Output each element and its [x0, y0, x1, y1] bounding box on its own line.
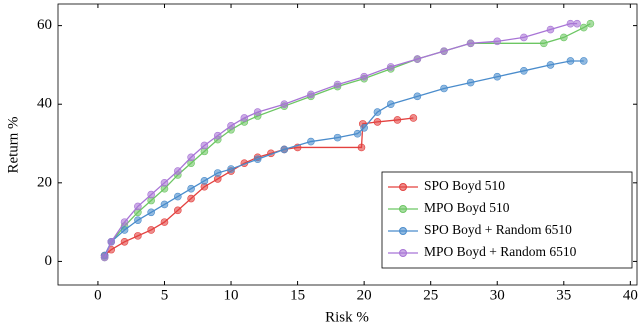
- marker: [440, 47, 448, 55]
- marker: [120, 237, 129, 246]
- marker: [566, 19, 575, 28]
- marker: [173, 192, 182, 201]
- marker: [360, 72, 368, 81]
- marker: [187, 194, 195, 203]
- legend-label: SPO Boyd 510: [424, 178, 505, 193]
- marker: [546, 25, 555, 34]
- marker: [213, 131, 222, 140]
- marker: [393, 116, 402, 124]
- marker: [160, 218, 169, 226]
- marker: [120, 226, 129, 234]
- marker: [520, 33, 528, 42]
- y-tick-label: 0: [45, 253, 53, 269]
- marker: [307, 137, 315, 146]
- x-tick-label: 25: [423, 287, 438, 303]
- legend-label: MPO Boyd + Random 6510: [424, 244, 577, 259]
- legend-marker: [399, 227, 407, 235]
- marker: [373, 108, 382, 116]
- marker: [134, 202, 142, 211]
- x-tick-label: 10: [224, 287, 239, 303]
- marker: [357, 143, 366, 152]
- marker: [173, 167, 182, 175]
- marker: [200, 177, 209, 185]
- legend-marker: [399, 205, 407, 213]
- marker: [353, 129, 362, 138]
- legend-label: MPO Boyd 510: [424, 200, 510, 215]
- legend: SPO Boyd 510 MPO Boyd 510 SPO Boyd + Rando…: [381, 171, 633, 269]
- legend-marker: [399, 183, 407, 191]
- marker: [240, 114, 249, 122]
- legend-box: [381, 171, 633, 269]
- marker: [559, 33, 568, 42]
- x-tick-label: 40: [623, 287, 638, 303]
- x-tick-label: 5: [161, 287, 169, 303]
- x-tick-label: 0: [94, 287, 102, 303]
- marker: [579, 23, 588, 32]
- x-tick-label: 35: [556, 287, 571, 303]
- marker: [413, 55, 422, 63]
- plot-frame: [57, 3, 638, 286]
- marker: [187, 153, 195, 162]
- marker: [579, 57, 588, 65]
- marker: [160, 200, 169, 209]
- marker: [493, 37, 502, 46]
- legend-label: SPO Boyd + Random 6510: [424, 222, 572, 237]
- marker: [253, 108, 262, 116]
- marker: [107, 237, 116, 246]
- legend-marker: [399, 249, 407, 257]
- marker: [280, 100, 289, 109]
- marker: [386, 100, 395, 109]
- x-tick-label: 30: [490, 287, 505, 303]
- marker: [520, 67, 528, 75]
- marker: [134, 232, 142, 240]
- marker: [187, 184, 195, 193]
- marker: [147, 208, 155, 217]
- marker: [440, 84, 448, 93]
- marker: [134, 216, 142, 224]
- marker: [409, 114, 418, 122]
- marker: [413, 92, 422, 101]
- marker: [147, 190, 155, 199]
- x-tick-label: 15: [290, 287, 305, 303]
- marker: [566, 57, 575, 65]
- marker: [100, 253, 109, 262]
- marker: [173, 206, 182, 215]
- y-tick-label: 60: [37, 17, 52, 33]
- marker: [280, 145, 289, 154]
- y-axis-label: Return %: [5, 116, 21, 173]
- series-line: [104, 117, 414, 257]
- marker: [227, 165, 235, 173]
- marker: [160, 179, 169, 187]
- marker: [307, 90, 315, 99]
- marker: [573, 19, 581, 28]
- marker: [147, 226, 155, 234]
- x-axis-label: Risk %: [325, 309, 369, 325]
- marker: [466, 78, 475, 87]
- marker: [360, 123, 368, 132]
- y-tick-label: 20: [37, 174, 52, 190]
- marker: [120, 218, 129, 226]
- marker: [386, 63, 395, 71]
- y-tick-label: 40: [37, 96, 52, 112]
- marker: [466, 39, 475, 48]
- marker: [586, 19, 595, 28]
- marker: [333, 133, 342, 142]
- marker: [333, 80, 342, 89]
- marker: [253, 155, 262, 164]
- marker: [373, 118, 382, 126]
- marker: [540, 39, 548, 48]
- marker: [493, 72, 502, 81]
- marker: [227, 122, 235, 130]
- x-tick-label: 20: [357, 287, 372, 303]
- marker: [213, 169, 222, 177]
- marker: [200, 141, 209, 150]
- marker: [546, 61, 555, 69]
